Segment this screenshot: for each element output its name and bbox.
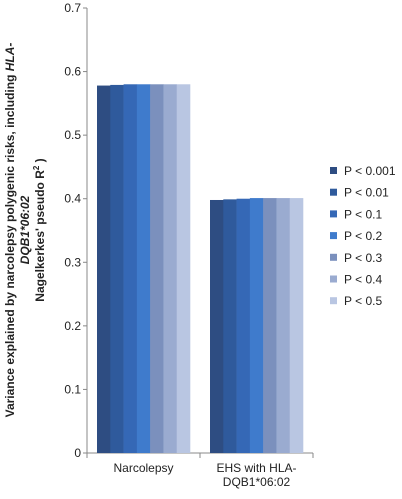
legend-swatch xyxy=(330,275,337,283)
legend-label: P < 0.01 xyxy=(344,186,389,200)
bar xyxy=(263,198,277,453)
bar xyxy=(210,199,224,453)
y-tick-label: 0.4 xyxy=(64,192,81,206)
bar xyxy=(97,85,111,454)
bar xyxy=(163,84,178,454)
bar xyxy=(223,199,237,453)
legend-label: P < 0.2 xyxy=(344,229,382,243)
y-axis-title-line2: DQB1*06:02 xyxy=(18,195,32,264)
y-axis-title-sup: 2 xyxy=(32,165,41,170)
y-tick-label: 0.5 xyxy=(64,128,81,142)
y-axis-title-line1-italic: HLA- xyxy=(3,43,17,75)
y-axis-title-end: ) xyxy=(33,158,47,165)
legend-swatch xyxy=(330,297,337,305)
bar xyxy=(123,84,138,454)
y-tick-label: 0 xyxy=(74,446,81,460)
y-axis-title-line1: Variance explained by narcolepsy polygen… xyxy=(3,43,17,418)
bar xyxy=(289,198,304,453)
legend-label: P < 0.001 xyxy=(344,164,396,178)
bar xyxy=(136,84,151,454)
legend-label: P < 0.3 xyxy=(344,251,382,265)
legend-swatch xyxy=(330,188,337,196)
x-category-label: Narcolepsy xyxy=(113,461,173,475)
legend-label: P < 0.4 xyxy=(344,273,382,287)
y-axis-title-line3: Nagelkerkes' pseudo R2 ) xyxy=(32,158,47,301)
y-tick-label: 0.7 xyxy=(64,1,81,15)
legend-label: P < 0.1 xyxy=(344,207,382,221)
y-tick-label: 0.1 xyxy=(64,382,81,396)
bar xyxy=(276,198,291,453)
legend-swatch xyxy=(330,232,337,240)
y-tick-label: 0.6 xyxy=(64,65,81,79)
bar xyxy=(176,84,191,454)
bar xyxy=(249,198,264,453)
y-axis-title-line3-text: Nagelkerkes' pseudo R xyxy=(33,170,47,302)
bar xyxy=(110,84,124,454)
bar xyxy=(150,84,164,454)
y-tick-label: 0.3 xyxy=(64,255,81,269)
x-category-label: DQB1*06:02 xyxy=(223,475,291,489)
legend-label: P < 0.5 xyxy=(344,294,382,308)
y-tick-label: 0.2 xyxy=(64,319,81,333)
x-category-label: EHS with HLA- xyxy=(216,461,296,475)
legend-swatch xyxy=(330,167,337,174)
bar xyxy=(236,198,251,453)
legend-swatch xyxy=(330,210,337,218)
y-axis-title-line1-text: Variance explained by narcolepsy polygen… xyxy=(3,75,17,418)
y-axis-title: Variance explained by narcolepsy polygen… xyxy=(3,43,47,418)
legend-swatch xyxy=(330,253,337,261)
